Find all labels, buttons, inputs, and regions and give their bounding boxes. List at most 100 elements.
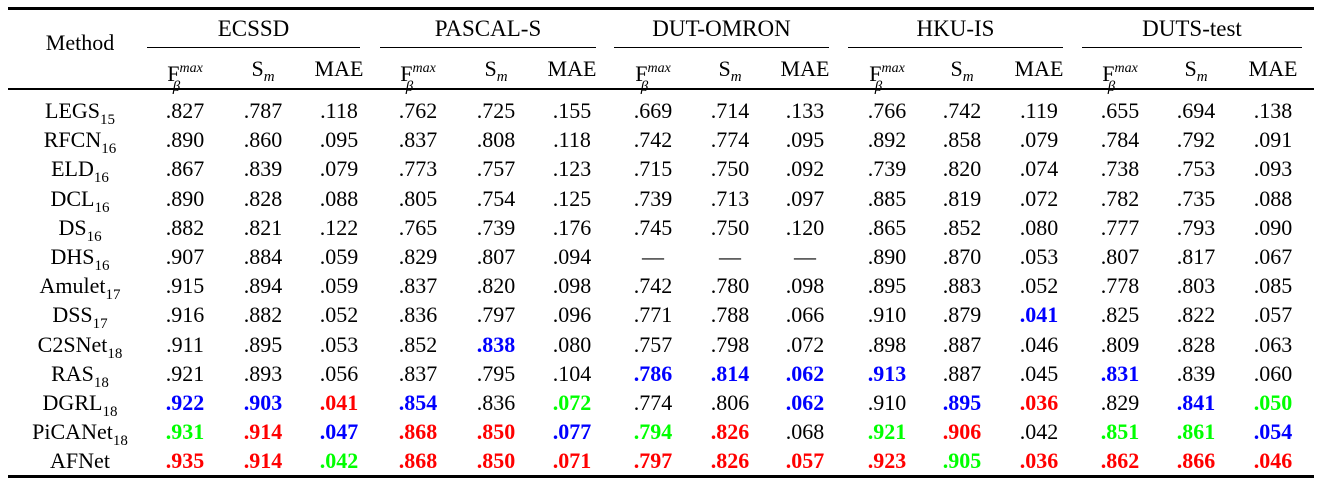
value-cell: .062 [785,390,825,415]
value-cell: .883 [942,273,982,299]
value-cell: — [642,244,664,269]
method-name-text: C2SNet [37,331,108,357]
method-year-subscript: 16 [86,228,102,245]
value-cell: .923 [867,448,907,474]
value-cell: .714 [710,98,750,123]
method-year-subscript: 16 [101,141,117,158]
value-cell: .893 [243,360,283,386]
method-name-text: DHS [50,244,95,269]
value-cell: .715 [633,156,673,182]
metric-header: MAE [780,56,830,81]
value-cell: .080 [1019,214,1059,240]
value-cell: .890 [165,185,205,211]
value-cell: .903 [243,390,283,415]
dataset-underline [614,47,829,48]
value-cell: .836 [476,390,516,415]
value-cell: .119 [1020,98,1058,123]
value-cell: .739 [633,185,673,211]
value-cell: .921 [165,360,205,386]
bottom-rule [8,475,1314,478]
value-cell: .913 [867,360,907,386]
value-cell: .098 [552,273,592,299]
value-cell: .907 [165,244,205,269]
value-cell: .850 [476,448,516,474]
value-cell: .895 [243,331,283,357]
method-name-text: DSS [52,302,93,328]
value-cell: .041 [1019,302,1059,328]
value-cell: .867 [165,156,205,182]
value-cell: .739 [867,156,907,182]
f-measure-base: F [1102,61,1115,86]
value-cell: .817 [1176,244,1216,269]
value-cell: .915 [165,273,205,299]
s-measure-base: S [251,56,264,81]
value-cell: .054 [1253,419,1293,445]
metric-header: MAE [314,56,364,81]
value-cell: .814 [710,360,750,386]
value-cell: .786 [633,360,673,386]
value-cell: .765 [398,214,438,240]
value-cell: .826 [710,419,750,445]
value-cell: .046 [1253,448,1293,474]
value-cell: .828 [243,185,283,211]
value-cell: .879 [942,302,982,328]
value-cell: .895 [867,273,907,299]
value-cell: .787 [243,98,283,123]
method-name: LEGS15 [10,98,150,133]
value-cell: .914 [243,419,283,445]
value-cell: .852 [942,214,982,240]
metric-header: MAE [547,56,597,81]
value-cell: .090 [1253,214,1293,240]
value-cell: .036 [1019,448,1059,474]
value-cell: .898 [867,331,907,357]
method-name-text: LEGS [45,98,100,123]
value-cell: .839 [1176,360,1216,386]
value-cell: .742 [633,127,673,153]
method-name: DSS17 [10,302,150,337]
value-cell: .887 [942,360,982,386]
value-cell: .819 [942,185,982,211]
value-cell: .041 [319,390,359,415]
dataset-underline [848,47,1063,48]
value-cell: .754 [476,185,516,211]
method-year-subscript: 15 [100,112,115,128]
value-cell: .750 [710,156,750,182]
value-cell: .077 [552,419,592,445]
value-cell: .825 [1100,302,1140,328]
method-name-text: RFCN [43,127,102,153]
value-cell: .935 [165,448,205,474]
value-cell: .890 [165,127,205,153]
method-name: C2SNet18 [10,332,150,367]
value-cell: .914 [243,448,283,474]
value-cell: .125 [552,185,592,211]
value-cell: .773 [398,156,438,182]
value-cell: .887 [942,331,982,357]
value-cell: .046 [1019,331,1059,357]
s-measure-sub: m [962,69,974,85]
value-cell: .793 [1176,214,1216,240]
value-cell: .837 [398,360,438,386]
value-cell: .092 [785,156,825,182]
value-cell: .921 [867,419,907,445]
value-cell: .074 [1019,156,1059,182]
f-measure-base: F [400,61,413,86]
metric-header: Sm [1159,56,1233,90]
value-cell: .797 [476,302,516,328]
method-name: Amulet17 [10,273,150,308]
value-cell: .176 [552,214,592,240]
value-cell: .862 [1100,448,1140,474]
value-cell: .098 [785,273,825,299]
value-cell: .071 [552,448,592,474]
method-name-text: RAS [51,360,94,386]
value-cell: .905 [942,448,982,474]
value-cell: .080 [552,331,592,357]
value-cell: .063 [1253,331,1293,357]
value-cell: .669 [633,98,673,123]
value-cell: .827 [165,98,205,123]
value-cell: .870 [942,244,982,269]
value-cell: .771 [633,302,673,328]
value-cell: .713 [710,185,750,211]
f-measure-sup: max [412,61,436,76]
value-cell: .052 [1019,273,1059,299]
value-cell: .096 [552,302,592,328]
